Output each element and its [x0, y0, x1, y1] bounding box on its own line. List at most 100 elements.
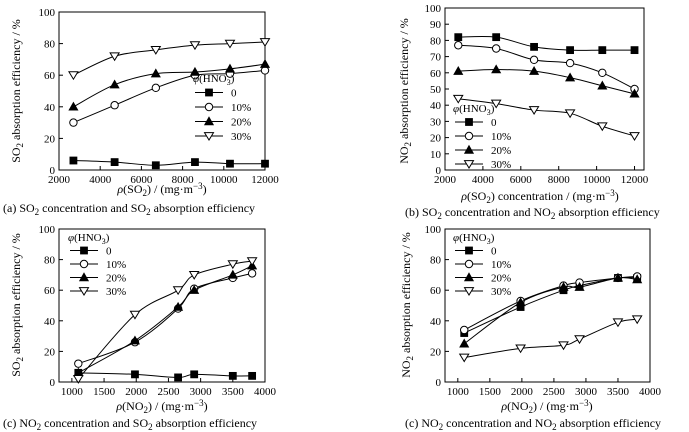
data-point [110, 101, 119, 110]
data-point [632, 274, 643, 284]
legend-title: φ(HNO3) [453, 103, 495, 117]
caption-c: (c) NO2 concentration and SO2 absorption… [3, 416, 257, 432]
data-point [574, 335, 585, 345]
series-line [78, 272, 253, 365]
data-point [460, 325, 469, 335]
x-tick-label: 3500 [607, 386, 630, 398]
data-point [596, 122, 608, 132]
legend-title: φ(HNO3) [193, 73, 235, 87]
legend-label: 10% [231, 102, 251, 114]
x-tick-label: 3000 [190, 386, 213, 398]
y-tick-label: 20 [44, 346, 56, 358]
legend-marker [78, 287, 90, 296]
legend: φ(HNO3)0 10% 20% 30% [453, 103, 511, 171]
data-point [515, 344, 526, 354]
series-0 [69, 156, 269, 170]
legend-marker [463, 160, 475, 169]
plot-frame [58, 228, 266, 383]
data-point [259, 38, 271, 47]
x-tick-label: 8000 [172, 174, 195, 186]
x-tick-label: 2000 [434, 174, 457, 186]
data-point [174, 373, 182, 382]
series-0 [74, 368, 257, 382]
series-line [458, 35, 635, 51]
data-point [226, 159, 234, 168]
caption-a: (a) SO2 concentration and SO2 absorption… [3, 201, 255, 217]
y-tick-label: 0 [50, 165, 56, 177]
series-20% [453, 64, 640, 98]
series-line [464, 318, 638, 359]
series-line [458, 44, 635, 90]
series-line [458, 69, 635, 95]
data-point [110, 158, 119, 166]
x-axis-label: ρ(NO2) / (mg·m−3) [115, 398, 207, 415]
x-tick-label: 2000 [125, 386, 148, 398]
legend-label: 20% [231, 117, 251, 129]
x-tick-label: 4000 [89, 174, 112, 186]
legend-label: 0 [491, 246, 497, 258]
chart-panel-d: 0 20 40 60 80 100 1000 1500 2000 2500 3000 3500 4000… [399, 224, 662, 415]
data-point [260, 66, 270, 75]
data-point [515, 297, 526, 307]
series-10% [454, 41, 639, 94]
data-point [629, 88, 640, 98]
legend-label: 30% [106, 286, 126, 298]
data-point [68, 71, 79, 81]
data-point [131, 370, 139, 379]
data-point [612, 272, 624, 282]
x-tick-label: 12000 [621, 174, 649, 186]
series-0 [454, 33, 639, 55]
legend-label: 30% [491, 286, 511, 298]
x-tick-label: 2000 [511, 386, 534, 398]
legend-label: 20% [106, 273, 126, 285]
y-tick-label: 80 [44, 255, 56, 267]
legend-marker [204, 102, 214, 112]
legend-marker [78, 272, 90, 282]
data-point [459, 338, 470, 348]
y-tick-label: 30 [430, 116, 442, 128]
legend-label: 0 [106, 246, 112, 258]
data-point [598, 68, 607, 78]
chart-panel-a: 0 20 40 60 80 100 2000 4000 6000 8000 10000 12000 ρ(… [9, 7, 279, 198]
x-tick-label: 3000 [575, 386, 598, 398]
y-tick-label: 100 [39, 224, 56, 236]
legend: φ(HNO3)0 10% 20% 30% [193, 73, 251, 143]
legend-label: 10% [491, 259, 511, 271]
y-tick-label: 90 [430, 19, 442, 31]
series-30% [68, 38, 271, 81]
y-tick-label: 60 [430, 68, 442, 80]
data-point [259, 58, 271, 68]
data-point [452, 94, 464, 104]
data-point [491, 64, 502, 74]
data-point [529, 65, 540, 75]
y-tick-label: 0 [436, 377, 442, 389]
y-tick-label: 20 [430, 346, 442, 358]
data-point [598, 46, 607, 55]
y-tick-label: 40 [430, 316, 442, 328]
data-point [109, 79, 120, 89]
x-axis-label: ρ(SO2) concentration / (mg·m−3) [460, 188, 618, 205]
legend-marker [463, 144, 475, 154]
caption-b: (b) SO2 concentration and NO2 absorption… [405, 205, 660, 221]
data-point [69, 118, 78, 127]
data-point [69, 156, 78, 165]
y-axis-label: NO2 absorption efficiency / % [399, 232, 415, 378]
y-tick-label: 80 [430, 35, 442, 47]
y-tick-label: 20 [430, 133, 442, 145]
legend-label: 30% [231, 131, 251, 143]
x-tick-label: 4000 [254, 386, 277, 398]
legend-label: 30% [491, 159, 511, 171]
data-point [188, 271, 200, 280]
legend-label: 0 [491, 117, 497, 129]
legend-label: 20% [491, 273, 511, 285]
data-point [190, 370, 199, 379]
y-axis-label: SO2 absorption efficiency / % [9, 233, 25, 377]
data-point [528, 106, 540, 116]
x-tick-label: 10000 [583, 174, 611, 186]
y-tick-label: 60 [44, 285, 56, 297]
y-tick-label: 40 [44, 316, 56, 328]
data-point [150, 68, 161, 78]
data-point [248, 371, 257, 380]
x-tick-label: 1000 [447, 386, 470, 398]
